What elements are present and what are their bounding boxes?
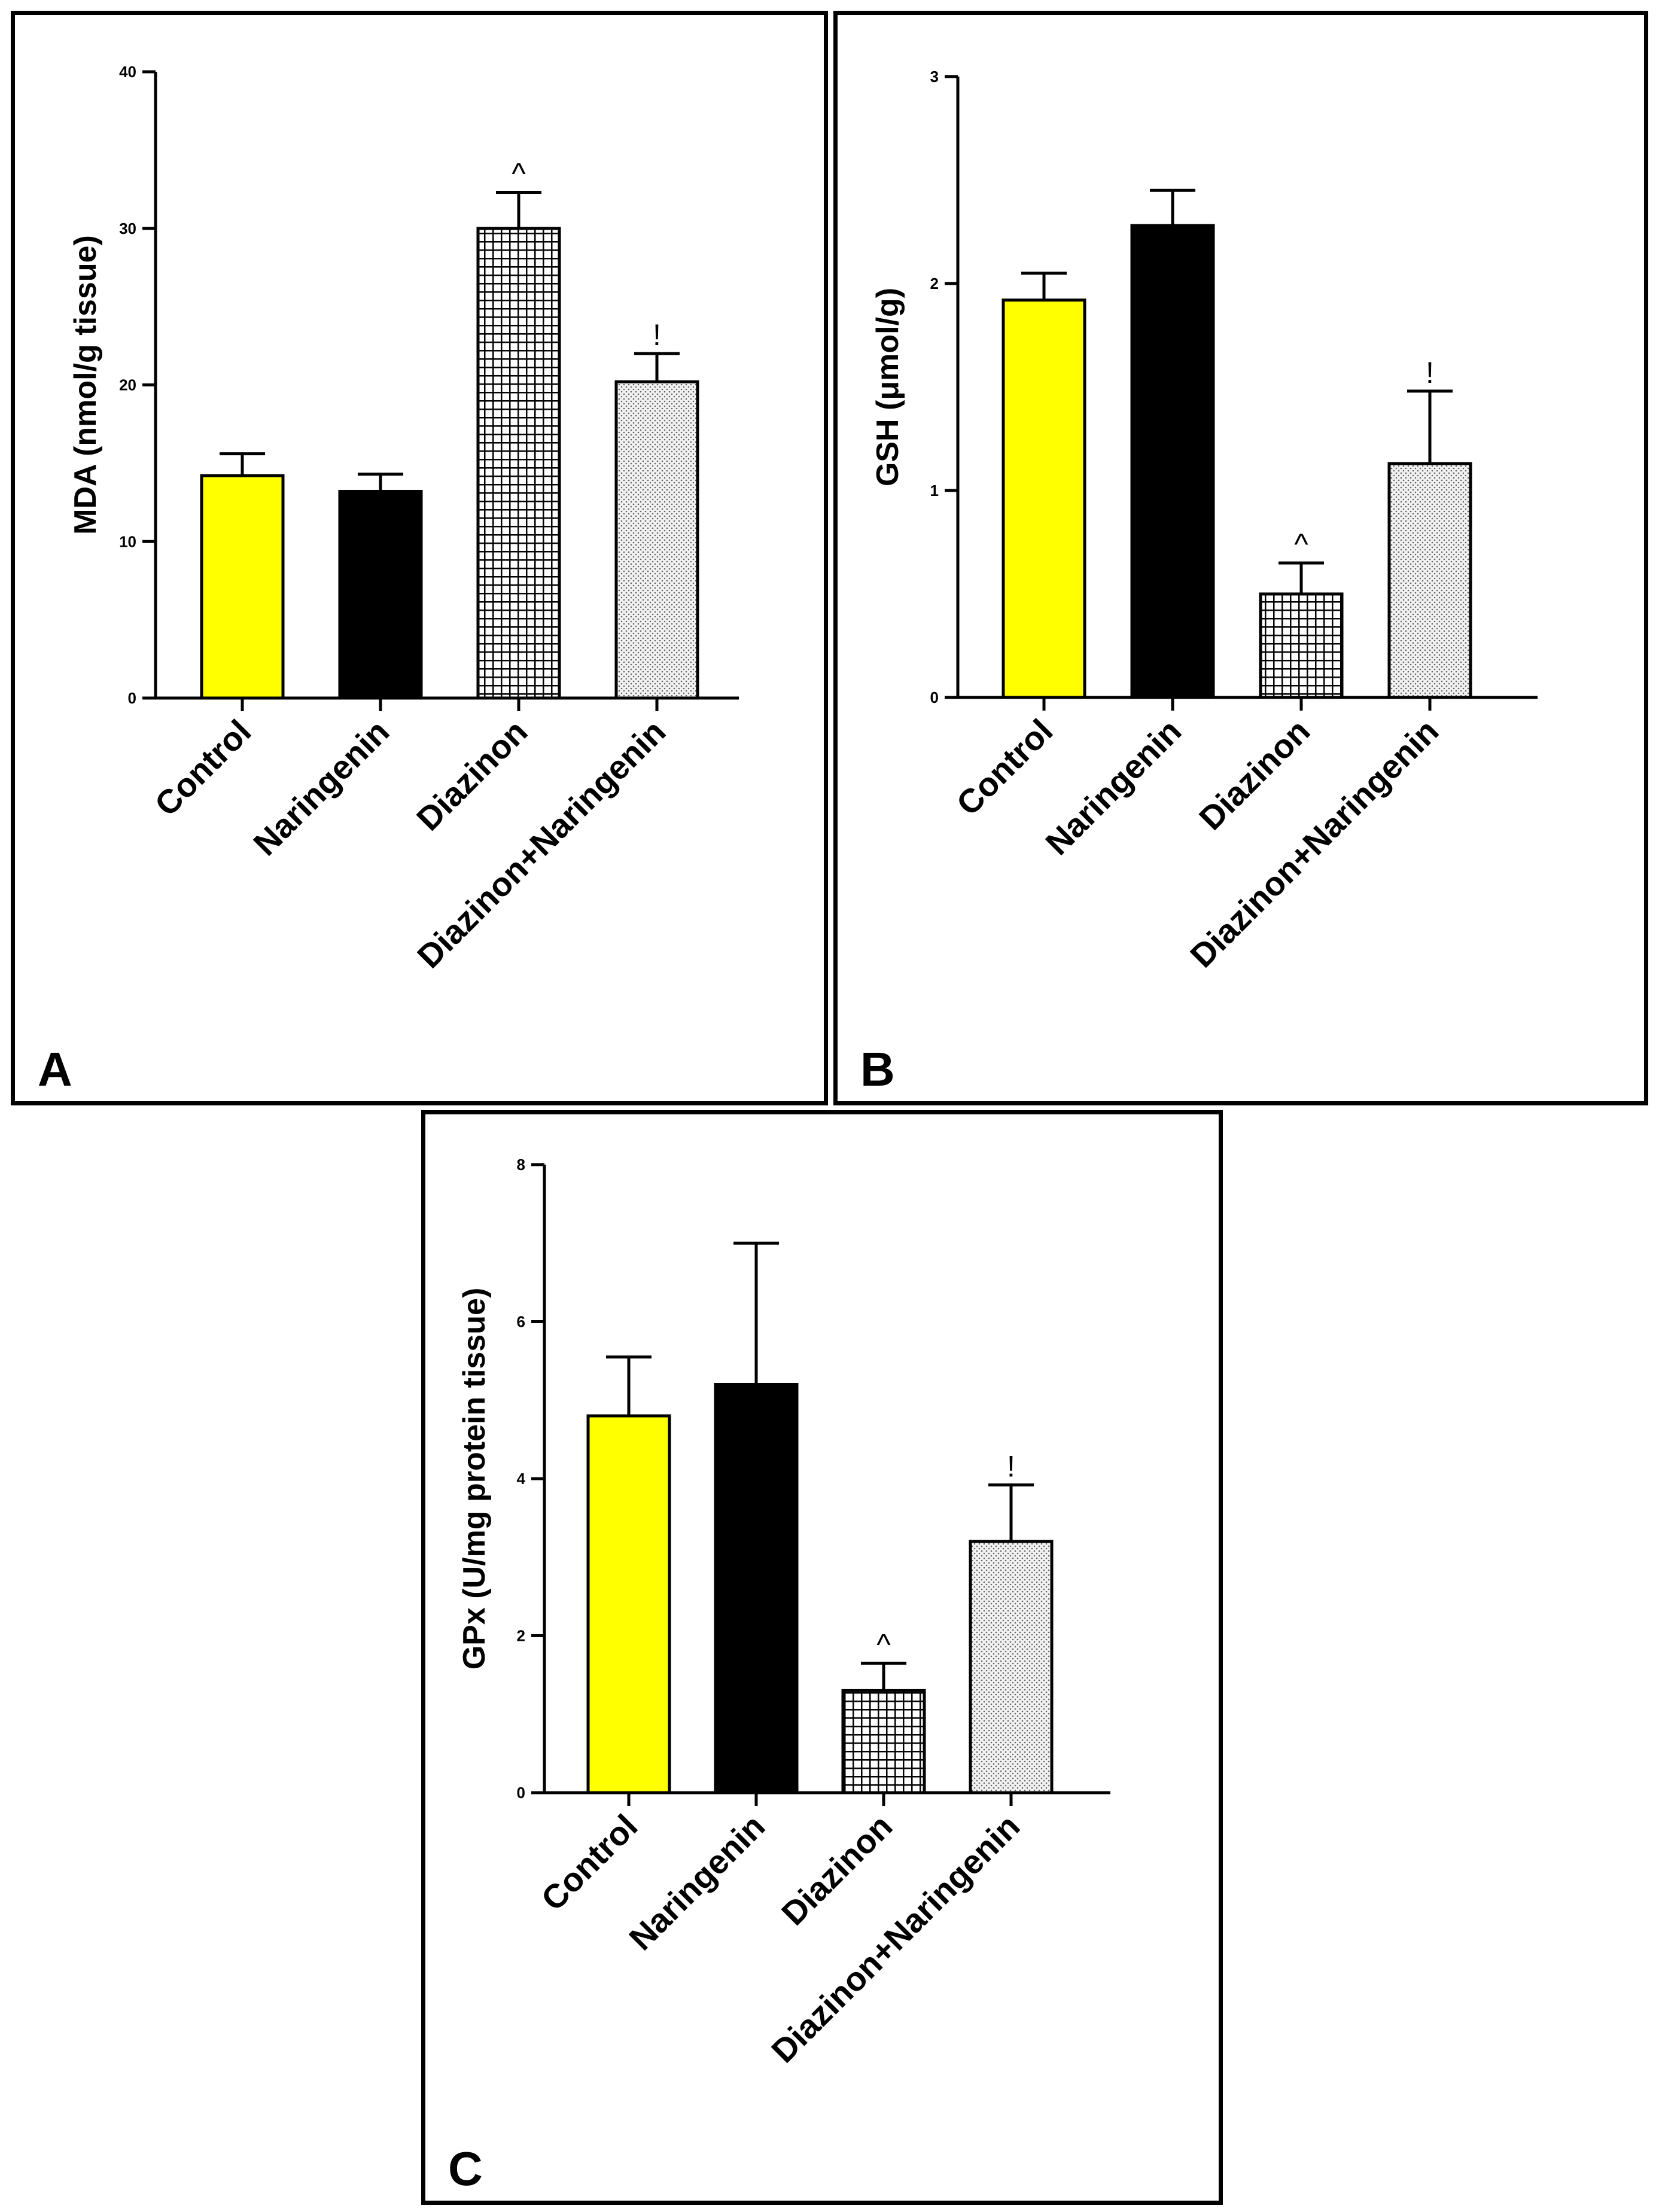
category-label: Control — [534, 1807, 644, 1918]
category-label: Control — [147, 712, 258, 823]
y-tick-label: 2 — [517, 1627, 525, 1645]
panel-letter: C — [448, 2142, 483, 2195]
y-tick-label: 8 — [517, 1156, 525, 1174]
bar-control — [1002, 298, 1086, 699]
chart-svg-c: 0 2 4 6 8 GPx (U/mg protein tissue) ControlNar… — [448, 1156, 1110, 2195]
category-label: Diazinon — [1192, 712, 1317, 837]
y-tick-label: 20 — [119, 376, 136, 394]
bar-naringenin — [714, 1383, 799, 1794]
y-tick-label: 10 — [119, 532, 136, 550]
chart-panel-c: 0 2 4 6 8 GPx (U/mg protein tissue) Control Nar… — [421, 1110, 1223, 2205]
category-label: Diazinon+Naringenin — [1183, 712, 1445, 974]
category-label: Diazinon+Naringenin — [410, 712, 672, 975]
chart-panel-b: 0 1 2 3 GSH (μmol/g) Control Naringenin ^ Diazin… — [833, 11, 1648, 1105]
category-label: Naringenin — [622, 1807, 772, 1957]
bar-diazinon — [476, 227, 561, 700]
panel-letter: B — [860, 1043, 895, 1096]
y-tick-label: 6 — [517, 1313, 525, 1331]
category-label: Diazinon — [774, 1807, 900, 1933]
y-tick-label: 40 — [119, 63, 136, 81]
y-axis-title: MDA (nmol/g tissue) — [68, 235, 103, 535]
category-label: Naringenin — [1038, 712, 1188, 862]
bar-diazinon-naringenin — [614, 380, 699, 700]
category-label: Naringenin — [246, 712, 396, 863]
bar-diazinon — [841, 1689, 926, 1794]
panel-letter: A — [38, 1043, 72, 1096]
category-label: Diazinon+Naringenin — [764, 1807, 1027, 2070]
y-axis-title: GPx (U/mg protein tissue) — [457, 1288, 492, 1670]
y-tick-label: 1 — [930, 482, 939, 499]
bar-diazinon — [1259, 592, 1344, 699]
category-label: Control — [949, 712, 1060, 822]
category-label: Diazinon — [409, 712, 535, 838]
significance-marker: ^ — [1294, 528, 1308, 561]
significance-marker: ! — [1007, 1450, 1015, 1483]
significance-marker: ^ — [876, 1628, 891, 1661]
y-tick-label: 0 — [128, 689, 136, 707]
bar-naringenin — [1130, 224, 1215, 699]
y-tick-label: 3 — [930, 68, 939, 86]
significance-marker: ^ — [512, 157, 526, 191]
chart-svg-a: 0 10 20 30 40 MDA (nmol/g tissue) ControlNarin… — [38, 63, 739, 1096]
y-tick-label: 0 — [517, 1784, 525, 1802]
significance-marker: ! — [1426, 356, 1434, 389]
y-tick-label: 30 — [119, 220, 136, 237]
significance-marker: ! — [653, 318, 661, 352]
y-tick-label: 2 — [930, 275, 939, 293]
y-tick-label: 0 — [930, 688, 939, 706]
y-axis-title: GSH (μmol/g) — [870, 288, 905, 486]
bar-control — [586, 1414, 671, 1794]
chart-panel-a: 0 10 20 30 40 MDA (nmol/g tissue) Control Narin… — [11, 11, 828, 1105]
bar-diazinon-naringenin — [1387, 462, 1472, 699]
y-tick-label: 4 — [517, 1470, 526, 1488]
bar-control — [200, 474, 285, 700]
bar-naringenin — [338, 489, 423, 700]
bar-diazinon-naringenin — [969, 1540, 1054, 1794]
